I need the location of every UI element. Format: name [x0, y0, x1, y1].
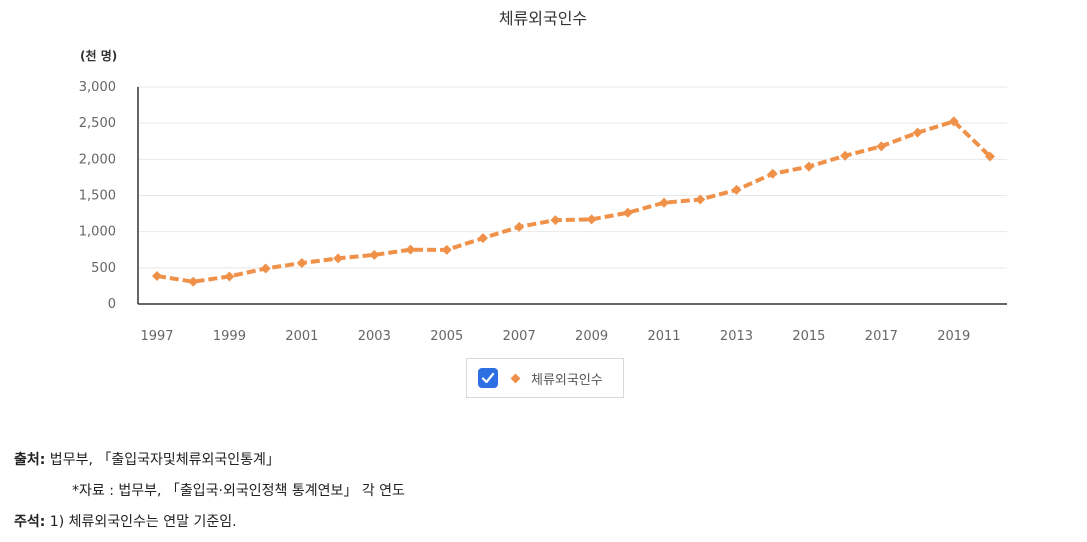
series-lines — [156, 119, 992, 284]
legend: 체류외국인수 — [466, 358, 624, 398]
y-tick-label: 2,500 — [79, 116, 116, 131]
source-label: 출처: — [14, 452, 46, 468]
x-tick-label: 2007 — [503, 329, 536, 344]
x-tick-label: 2001 — [285, 329, 318, 344]
data-point[interactable] — [477, 233, 488, 244]
y-tick-label: 1,500 — [79, 189, 116, 204]
remark-label: 주석: — [14, 514, 46, 530]
data-point[interactable] — [333, 253, 344, 264]
data-point[interactable] — [695, 194, 706, 205]
data-points — [152, 116, 995, 287]
x-tick-labels: 1997 1999 2001 2003 2005 2007 2009 2011 2013 2015… — [140, 329, 970, 344]
legend-diamond-icon — [510, 373, 521, 383]
remark-text: 1) 체류외국인수는 연말 기준임. — [45, 514, 237, 530]
y-tick-label: 1,000 — [79, 225, 116, 240]
series-line — [156, 119, 992, 284]
chart: 체류외국인수 (천 명) 0 500 1,000 1,500 2,000 2,500 3,0… — [79, 9, 1007, 398]
x-tick-label: 1997 — [140, 329, 173, 344]
axes — [137, 87, 1007, 305]
data-point[interactable] — [803, 161, 814, 172]
data-point[interactable] — [985, 151, 995, 162]
x-tick-label: 2015 — [792, 329, 825, 344]
y-tick-label: 0 — [108, 297, 116, 312]
data-point[interactable] — [659, 197, 670, 208]
source-text: 법무부, 「출입국자및체류외국인통계」 — [45, 452, 280, 468]
data-point[interactable] — [731, 184, 742, 195]
data-point[interactable] — [441, 244, 452, 255]
data-point[interactable] — [369, 249, 380, 260]
data-point[interactable] — [840, 150, 851, 161]
x-tick-label: 2019 — [937, 329, 970, 344]
y-tick-label: 3,000 — [79, 80, 116, 95]
line-chart: 체류외국인수 (천 명) 0 500 1,000 1,500 2,000 2,500 3,0… — [79, 9, 1007, 344]
x-tick-label: 2011 — [647, 329, 680, 344]
y-tick-label: 500 — [91, 261, 116, 276]
data-point[interactable] — [912, 127, 923, 138]
data-point[interactable] — [260, 263, 271, 274]
y-tick-labels: 0 500 1,000 1,500 2,000 2,500 3,000 — [79, 80, 116, 312]
legend-label: 체류외국인수 — [531, 372, 603, 388]
y-tick-label: 2,000 — [79, 152, 116, 167]
x-tick-label: 2017 — [865, 329, 898, 344]
data-point[interactable] — [188, 276, 199, 287]
remark-row: 주석: 1) 체류외국인수는 연말 기준임. — [14, 507, 405, 538]
data-point[interactable] — [622, 207, 633, 218]
x-tick-label: 2005 — [430, 329, 463, 344]
data-point[interactable] — [296, 257, 307, 268]
data-point[interactable] — [948, 116, 959, 127]
y-unit-label: (천 명) — [80, 48, 117, 63]
x-tick-label: 2009 — [575, 329, 608, 344]
source-sub: *자료 : 법무부, 「출입국·외국인정책 통계연보」 각 연도 — [72, 483, 405, 499]
grid-lines — [138, 86, 1007, 269]
chart-title: 체류외국인수 — [499, 9, 587, 28]
data-point[interactable] — [405, 244, 416, 255]
data-point[interactable] — [586, 214, 597, 225]
x-tick-label: 2013 — [720, 329, 753, 344]
data-point[interactable] — [152, 271, 162, 282]
data-point[interactable] — [224, 271, 235, 282]
check-icon — [481, 372, 495, 384]
source-row: 출처: 법무부, 「출입국자및체류외국인통계」 — [14, 445, 405, 476]
data-point[interactable] — [514, 221, 525, 232]
data-point[interactable] — [767, 168, 778, 179]
legend-checkbox[interactable] — [478, 368, 498, 388]
x-tick-label: 1999 — [213, 329, 246, 344]
x-tick-label: 2003 — [358, 329, 391, 344]
data-point[interactable] — [876, 141, 887, 152]
data-point[interactable] — [550, 215, 561, 226]
notes: 출처: 법무부, 「출입국자및체류외국인통계」 *자료 : 법무부, 「출입국·… — [14, 445, 405, 538]
